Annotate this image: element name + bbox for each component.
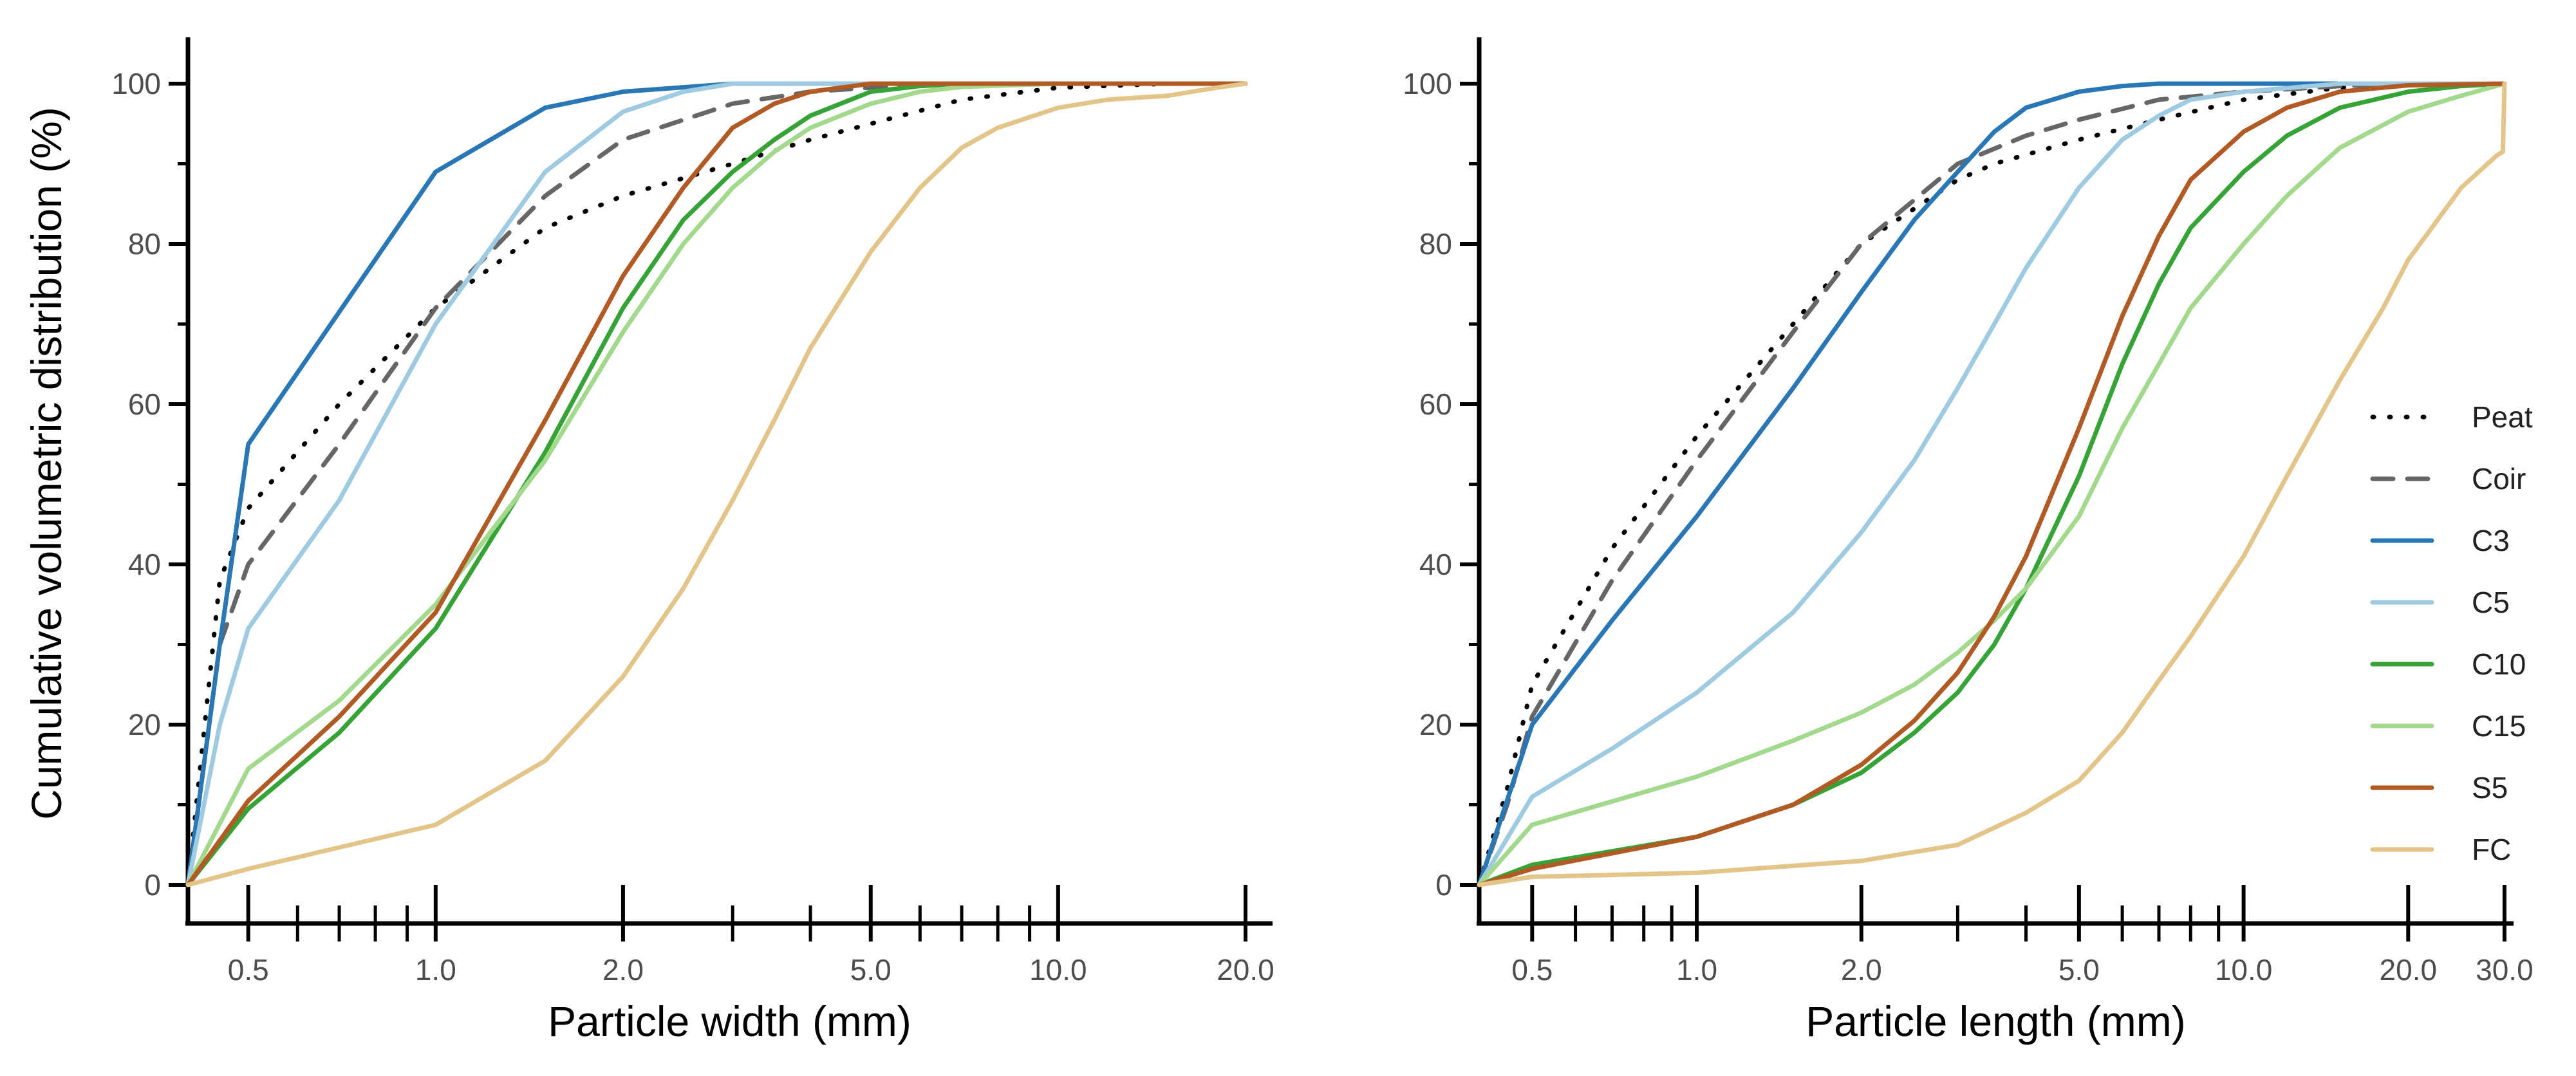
series-s5-line — [1477, 81, 2507, 887]
series-fc-line — [185, 81, 1248, 887]
x-tick-label: 0.5 — [228, 953, 269, 987]
y-tick-label: 60 — [128, 387, 161, 421]
x-tick-label: 30.0 — [2476, 953, 2534, 987]
y-tick-label: 60 — [1419, 387, 1452, 421]
series-coir-line — [1477, 81, 2507, 887]
x-tick-label: 20.0 — [2380, 953, 2438, 987]
y-tick-label: 0 — [144, 868, 161, 902]
x-tick-label: 10.0 — [2215, 953, 2273, 987]
x-tick-label: 5.0 — [850, 953, 891, 987]
legend-label-coir: Coir — [2472, 462, 2526, 496]
panel-length: 0 20 40 60 80 100 0.5 1.0 2.0 5.0 10.0 20.0 30.0 Part… — [1403, 37, 2534, 1045]
x-tick-label: 1.0 — [415, 953, 456, 987]
y-tick-label: 80 — [128, 227, 161, 261]
legend-label-c5: C5 — [2472, 586, 2510, 619]
legend-label-peat: Peat — [2472, 400, 2533, 434]
series-coir-line — [185, 81, 1248, 887]
series-fc-line — [1477, 81, 2507, 887]
series-peat-line — [185, 81, 1248, 887]
x-tick-label: 10.0 — [1029, 953, 1087, 987]
series-s5-line — [185, 81, 1248, 887]
legend-label-fc: FC — [2472, 833, 2511, 866]
series-c15-line — [1477, 81, 2507, 887]
x-tick-label: 5.0 — [2058, 953, 2100, 987]
x-axis-title: Particle width (mm) — [548, 997, 911, 1045]
legend-label-c3: C3 — [2472, 524, 2510, 557]
series-c15-line — [185, 81, 1248, 887]
y-axis-title: Cumulative volumetric distribution (%) — [23, 107, 70, 820]
x-axis-title: Particle length (mm) — [1806, 997, 2186, 1045]
x-tick-label: 2.0 — [1841, 953, 1882, 987]
panel-width: 0 20 40 60 80 100 0.5 1.0 2.0 5.0 10.0 20.0 Particle… — [111, 37, 1274, 1045]
y-tick-label: 100 — [111, 67, 161, 100]
x-tick-label: 2.0 — [602, 953, 644, 987]
y-tick-label: 40 — [1419, 548, 1452, 581]
y-tick-label: 20 — [1419, 708, 1452, 741]
x-tick-label: 1.0 — [1676, 953, 1717, 987]
series-peat-line — [1477, 81, 2507, 887]
series-c10-line — [1477, 81, 2507, 887]
legend: Peat Coir C3 C5 C10 C15 S5 FC — [2370, 400, 2533, 866]
legend-label-s5: S5 — [2472, 771, 2508, 804]
x-tick-label: 20.0 — [1217, 953, 1274, 987]
y-tick-label: 100 — [1403, 67, 1452, 100]
series-c5-line — [1477, 81, 2507, 887]
y-tick-label: 20 — [128, 708, 161, 741]
legend-label-c10: C10 — [2472, 647, 2526, 681]
legend-label-c15: C15 — [2472, 709, 2526, 743]
series-c3-line — [1477, 81, 2507, 887]
y-tick-label: 80 — [1419, 227, 1452, 261]
series-c5-line — [185, 81, 1248, 887]
y-tick-label: 40 — [128, 548, 161, 581]
x-tick-label: 0.5 — [1511, 953, 1553, 987]
y-tick-label: 0 — [1435, 868, 1452, 902]
